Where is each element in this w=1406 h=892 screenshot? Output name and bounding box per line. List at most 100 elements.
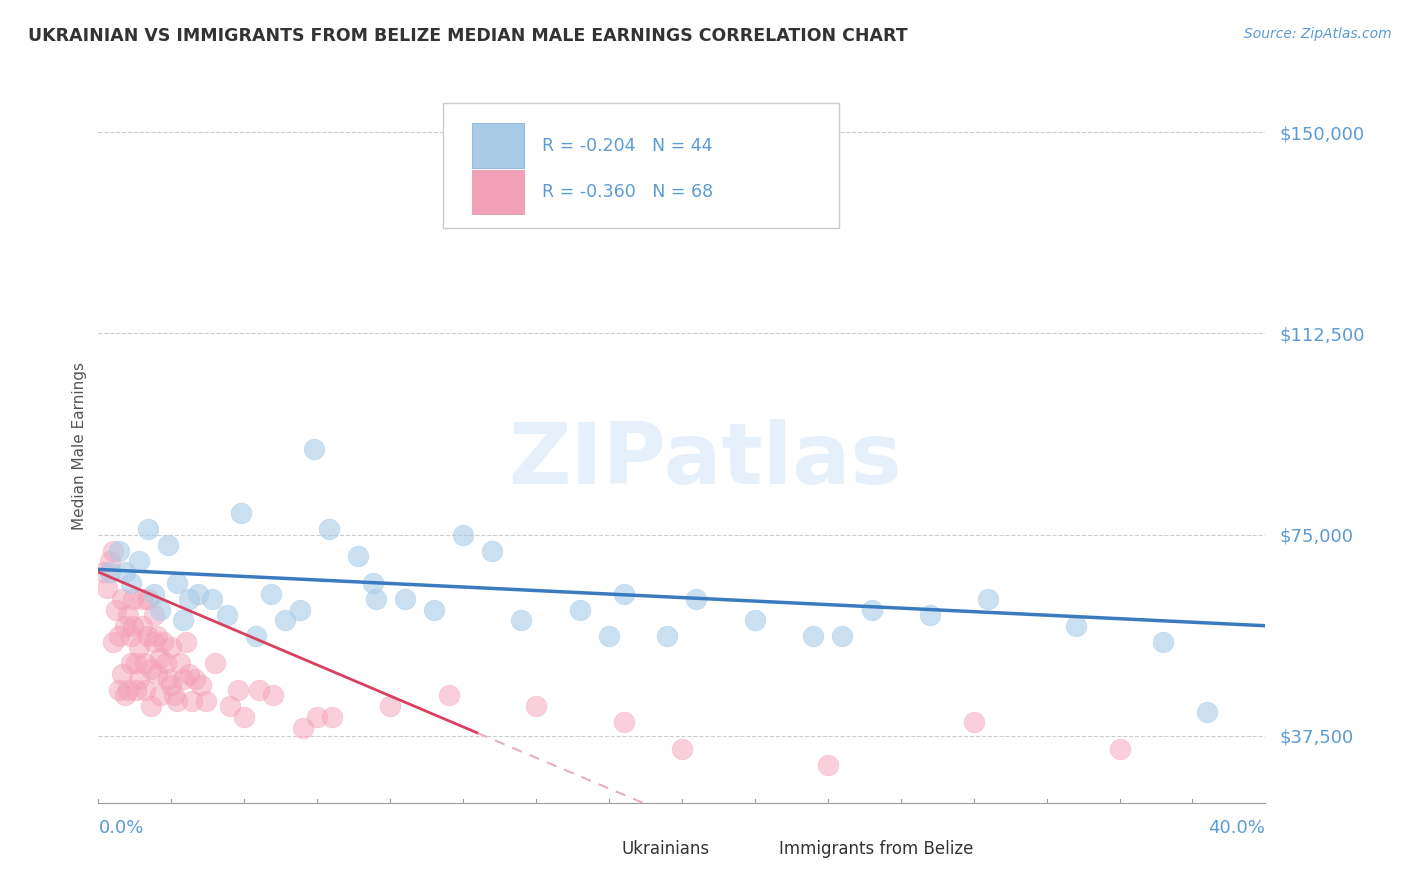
Point bbox=[146, 667, 169, 681]
Point bbox=[134, 657, 156, 671]
Point bbox=[190, 678, 212, 692]
Point bbox=[131, 591, 153, 606]
Point bbox=[104, 602, 127, 616]
Point bbox=[801, 630, 824, 644]
Point bbox=[347, 549, 370, 563]
FancyBboxPatch shape bbox=[472, 123, 524, 168]
Point bbox=[1064, 619, 1087, 633]
Point bbox=[1152, 635, 1174, 649]
Point bbox=[114, 619, 136, 633]
Point bbox=[120, 575, 142, 590]
Text: Ukrainians: Ukrainians bbox=[621, 840, 710, 858]
Point bbox=[187, 586, 209, 600]
Point bbox=[918, 607, 941, 622]
Point bbox=[817, 758, 839, 772]
Point bbox=[108, 630, 131, 644]
Point bbox=[136, 630, 159, 644]
Point bbox=[139, 662, 162, 676]
Point bbox=[108, 543, 131, 558]
Point bbox=[481, 543, 503, 558]
Point bbox=[204, 657, 226, 671]
Point bbox=[136, 522, 159, 536]
Point bbox=[166, 694, 188, 708]
Point bbox=[307, 710, 329, 724]
Point bbox=[231, 506, 253, 520]
Point bbox=[98, 554, 121, 568]
Point bbox=[612, 586, 634, 600]
FancyBboxPatch shape bbox=[443, 103, 839, 228]
Point bbox=[131, 619, 153, 633]
Point bbox=[163, 689, 186, 703]
Point bbox=[612, 715, 634, 730]
Text: R = -0.360   N = 68: R = -0.360 N = 68 bbox=[541, 183, 713, 201]
Point bbox=[155, 657, 177, 671]
FancyBboxPatch shape bbox=[565, 835, 610, 863]
Point bbox=[117, 607, 139, 622]
Point bbox=[598, 630, 620, 644]
Point bbox=[228, 683, 250, 698]
Point bbox=[318, 522, 340, 536]
Point bbox=[142, 607, 165, 622]
Point bbox=[394, 591, 416, 606]
Point bbox=[568, 602, 591, 616]
Text: 0.0%: 0.0% bbox=[98, 819, 143, 837]
Point bbox=[111, 667, 134, 681]
Point bbox=[233, 710, 256, 724]
Point bbox=[142, 635, 165, 649]
Point bbox=[218, 699, 240, 714]
Text: Immigrants from Belize: Immigrants from Belize bbox=[779, 840, 973, 858]
Point bbox=[122, 591, 145, 606]
Point bbox=[524, 699, 547, 714]
Point bbox=[177, 591, 200, 606]
Point bbox=[262, 689, 284, 703]
Point bbox=[122, 619, 145, 633]
Point bbox=[183, 673, 205, 687]
Point bbox=[101, 635, 124, 649]
Point bbox=[962, 715, 984, 730]
Point bbox=[111, 591, 134, 606]
Point bbox=[117, 683, 139, 698]
Point bbox=[831, 630, 853, 644]
Point bbox=[149, 602, 172, 616]
Point bbox=[152, 635, 174, 649]
Point bbox=[860, 602, 883, 616]
Point bbox=[114, 565, 136, 579]
Point bbox=[361, 575, 384, 590]
Point bbox=[247, 683, 270, 698]
Point bbox=[149, 689, 172, 703]
Point bbox=[134, 683, 156, 698]
Point bbox=[685, 591, 707, 606]
Point bbox=[215, 607, 238, 622]
Point bbox=[451, 527, 474, 541]
Point bbox=[510, 613, 533, 627]
Point bbox=[657, 630, 679, 644]
Text: R = -0.204   N = 44: R = -0.204 N = 44 bbox=[541, 136, 713, 154]
Point bbox=[142, 586, 165, 600]
Point bbox=[437, 689, 460, 703]
Point bbox=[180, 694, 202, 708]
Point bbox=[304, 442, 326, 456]
Point bbox=[157, 538, 180, 552]
Point bbox=[93, 565, 115, 579]
Point bbox=[744, 613, 766, 627]
Point bbox=[169, 657, 191, 671]
Point bbox=[108, 683, 131, 698]
Point bbox=[195, 694, 218, 708]
Text: 40.0%: 40.0% bbox=[1209, 819, 1265, 837]
Point bbox=[125, 657, 148, 671]
Point bbox=[98, 565, 121, 579]
Point bbox=[274, 613, 297, 627]
Point bbox=[160, 640, 183, 655]
Point bbox=[364, 591, 387, 606]
Point bbox=[172, 613, 194, 627]
Text: ZIPatlas: ZIPatlas bbox=[509, 418, 903, 502]
Point bbox=[128, 640, 150, 655]
Point bbox=[321, 710, 343, 724]
Point bbox=[174, 635, 197, 649]
Point bbox=[259, 586, 281, 600]
Point bbox=[149, 651, 172, 665]
Point bbox=[136, 591, 159, 606]
Point bbox=[160, 678, 183, 692]
Point bbox=[172, 673, 194, 687]
Point bbox=[201, 591, 224, 606]
